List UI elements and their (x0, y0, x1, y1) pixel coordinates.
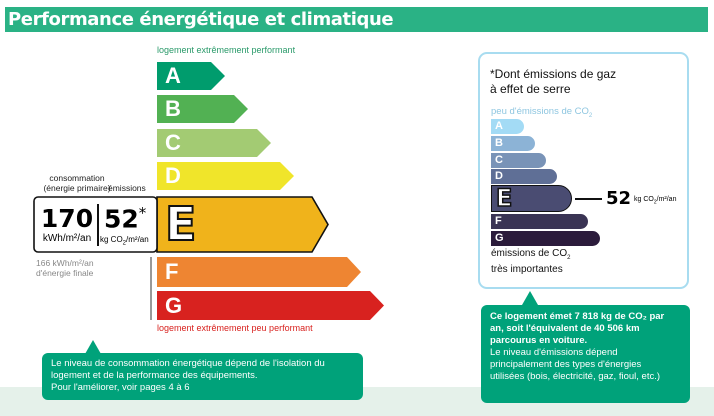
current-class-letter: E (164, 197, 197, 251)
unit-sub: 2 (122, 240, 127, 247)
ghg-bottom-label: émissions de CO2 très importantes (491, 248, 570, 276)
ghg-class-b: B (491, 136, 535, 151)
callout-line: parcourus en voiture. (490, 335, 588, 346)
ghg-unit-a: kg CO (634, 196, 654, 203)
consumption-unit: kWh/m²/an (42, 233, 92, 244)
ghg-class-d: D (491, 169, 557, 184)
callout-line: Le niveau de consommation énergétique dé… (51, 358, 325, 369)
divider (150, 257, 152, 320)
callout-pointer (522, 291, 538, 305)
ghg-title: *Dont émissions de gaz à effet de serre (490, 67, 616, 97)
page-title: Performance énergétique et climatique (5, 7, 708, 32)
ghg-panel (478, 52, 689, 289)
energy-class-c: C (157, 129, 271, 157)
unit-b: /m²/an (126, 235, 149, 244)
ghg-top-text: peu d'émissions de CO (491, 106, 589, 117)
bottom-label: logement extrêmement peu performant (157, 323, 313, 333)
ghg-title-2: à effet de serre (490, 82, 571, 96)
ghg-class-e-current: E (491, 185, 572, 212)
energy-class-a: A (157, 62, 225, 90)
emissions-value: 52* (104, 204, 146, 233)
callout-line: principalement des types d'énergies (490, 359, 642, 370)
ghg-class-g: G (491, 231, 600, 246)
current-class-shape (33, 196, 329, 253)
energy-callout: Le niveau de consommation énergétique dé… (42, 353, 363, 400)
top-label: logement extrêmement performant (157, 45, 296, 55)
ghg-callout: Ce logement émet 7 818 kg de CO₂ par an,… (481, 305, 690, 403)
callout-line: Ce logement émet 7 818 kg de CO₂ par (490, 311, 665, 322)
callout-pointer (85, 340, 101, 354)
ghg-class-f: F (491, 214, 588, 229)
ghg-pointer-line (575, 198, 602, 200)
unit-a: kg CO (100, 235, 123, 244)
callout-line: Pour l'améliorer, voir pages 4 à 6 (51, 382, 190, 393)
consumption-sub-text: (énergie primaire) (43, 183, 111, 193)
ghg-class-c: C (491, 153, 546, 168)
final-energy: 166 kWh/m²/an d'énergie finale (36, 258, 94, 278)
ghg-class-a: A (491, 119, 524, 134)
energy-class-g: G (157, 291, 384, 320)
ghg-bottom-text: émissions de CO (491, 248, 568, 259)
callout-line: logement et de la performance des équipe… (51, 370, 258, 381)
ghg-top-sub: 2 (588, 112, 593, 119)
asterisk: * (138, 204, 147, 222)
emissions-label: émissions (108, 183, 146, 193)
energy-class-d: D (157, 162, 294, 190)
callout-line: Le niveau d'émissions dépend (490, 347, 618, 358)
ghg-value: 52 (606, 188, 632, 209)
consumption-value: 170 (40, 204, 94, 233)
ghg-top-label: peu d'émissions de CO2 (491, 106, 592, 119)
ghg-unit-b: /m²/an (656, 196, 677, 203)
final-energy-value: 166 kWh/m²/an (36, 258, 94, 268)
ghg-bottom-sub: 2 (567, 255, 571, 261)
ghg-title-1: *Dont émissions de gaz (490, 67, 617, 81)
emissions-number: 52 (104, 204, 139, 234)
callout-line: utilisées (bois, électricité, gaz, fioul… (490, 371, 661, 382)
callout-line: an, soit l'équivalent de 40 506 km (490, 323, 640, 334)
ghg-unit-sub: 2 (653, 199, 657, 206)
consumption-label-text: consommation (49, 173, 105, 183)
energy-class-b: B (157, 95, 248, 123)
final-energy-label: d'énergie finale (36, 268, 94, 278)
ghg-unit: kg CO2/m²/an (634, 196, 676, 205)
ghg-bottom-text-2: très importantes (491, 264, 563, 275)
emissions-unit: kg CO2/m²/an (100, 235, 149, 247)
consumption-label: consommation (énergie primaire) (37, 173, 117, 193)
energy-class-f: F (157, 257, 361, 287)
current-energy-class: E 170 kWh/m²/an 52* kg CO2/m²/an (33, 196, 329, 253)
